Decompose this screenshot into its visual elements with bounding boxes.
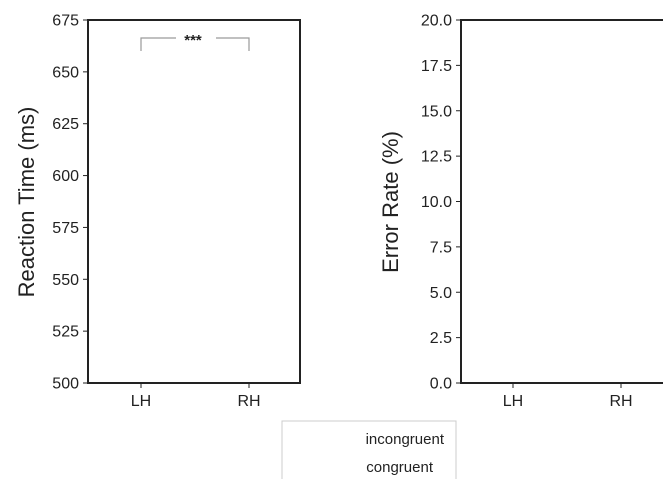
reaction-time-plot-frame — [87, 19, 301, 384]
error-rate-y-tick-label: 20.0 — [421, 13, 452, 30]
error-rate-y-tick-label: 10.0 — [421, 194, 452, 211]
error-rate-y-ticks: 0.0 2.5 5.0 7.5 10.0 12.5 15.0 17.5 20.0 — [421, 13, 461, 393]
legend-entry-incongruent: incongruent — [366, 431, 445, 448]
significance-bracket — [140, 37, 176, 51]
reaction-time-x-tick-label: RH — [237, 393, 260, 410]
legend-box — [281, 420, 457, 484]
legend-entry-congruent: congruent — [366, 459, 434, 476]
error-rate-y-tick-label: 12.5 — [421, 149, 452, 166]
error-rate-y-tick-label: 17.5 — [421, 58, 452, 75]
reaction-time-x-tick-label: LH — [131, 393, 151, 410]
error-rate-y-tick-label: 0.0 — [430, 376, 452, 393]
error-rate-x-tick-label: LH — [503, 393, 523, 410]
error-rate-y-tick-label: 7.5 — [430, 239, 452, 256]
error-rate-plot-frame — [460, 19, 663, 384]
error-rate-x-ticks: LH RH — [503, 383, 633, 410]
error-rate-panel: 0.0 2.5 5.0 7.5 10.0 12.5 15.0 17.5 20.0 LH RH Er… — [378, 13, 663, 410]
significance-stars: *** — [184, 32, 202, 49]
error-rate-y-tick-label: 15.0 — [421, 103, 452, 120]
error-rate-y-axis-label: Error Rate (%) — [378, 131, 403, 273]
reaction-time-panel: 500 525 550 575 600 625 650 675 LH RH Reaction T… — [14, 13, 301, 410]
reaction-time-y-tick-label: 650 — [52, 64, 79, 81]
legend: incongruent congruent — [281, 420, 457, 484]
reaction-time-y-tick-label: 675 — [52, 13, 79, 30]
reaction-time-y-tick-label: 575 — [52, 220, 79, 237]
error-rate-x-tick-label: RH — [609, 393, 632, 410]
reaction-time-x-ticks: LH RH — [131, 383, 261, 410]
error-rate-y-tick-label: 5.0 — [430, 285, 452, 302]
reaction-time-y-tick-label: 500 — [52, 376, 79, 393]
significance-bracket-right — [216, 37, 250, 51]
significance-annotation: *** — [140, 32, 250, 51]
reaction-time-y-tick-label: 525 — [52, 324, 79, 341]
reaction-time-y-axis-label: Reaction Time (ms) — [14, 107, 39, 298]
reaction-time-y-tick-label: 625 — [52, 116, 79, 133]
error-rate-y-tick-label: 2.5 — [430, 330, 452, 347]
reaction-time-y-tick-label: 600 — [52, 168, 79, 185]
reaction-time-y-ticks: 500 525 550 575 600 625 650 675 — [52, 13, 88, 393]
reaction-time-y-tick-label: 550 — [52, 272, 79, 289]
